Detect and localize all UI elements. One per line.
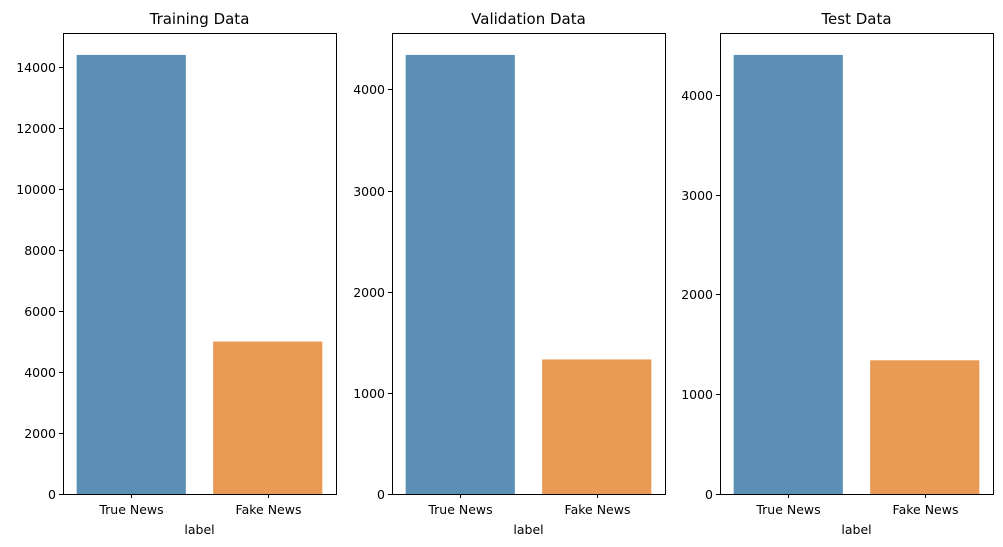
x-axis-label: label: [184, 522, 214, 537]
chart-panel-2: 0 1000 2000 3000 4000 True News Fake News label…: [353, 10, 666, 537]
x-tick-label: Fake News: [893, 502, 959, 517]
y-tick-label: 4000: [353, 82, 385, 97]
x-axis-label: label: [841, 522, 871, 537]
x-tick-label: True News: [755, 502, 820, 517]
chart-panel-3: 0 1000 2000 3000 4000 True News Fake News label…: [681, 10, 994, 537]
y-tick-label: 0: [48, 487, 56, 502]
axes-frame: [63, 33, 337, 495]
bar-true-news: [733, 54, 843, 494]
y-tick-label: 3000: [353, 184, 385, 199]
y-tick-label: 0: [377, 487, 385, 502]
y-tick-label: 10000: [16, 182, 56, 197]
bar-fake-news: [870, 360, 980, 494]
y-tick-label: 4000: [681, 88, 713, 103]
y-tick-label: 8000: [24, 243, 56, 258]
x-tick-label: True News: [427, 502, 492, 517]
chart-panel-1: 0 2000 4000 6000 8000 10000 12000 14000 True New…: [16, 10, 337, 537]
x-axis-label: label: [513, 522, 543, 537]
chart-title: Test Data: [820, 10, 891, 28]
bar-true-news: [76, 54, 186, 494]
chart-title: Training Data: [149, 10, 250, 28]
bar-fake-news: [542, 359, 652, 494]
y-tick-label: 2000: [681, 287, 713, 302]
y-tick-label: 6000: [24, 304, 56, 319]
axes-frame: [392, 33, 666, 495]
y-tick-label: 0: [705, 487, 713, 502]
y-tick-label: 12000: [16, 121, 56, 136]
chart-title: Validation Data: [471, 10, 586, 28]
y-tick-label: 1000: [353, 386, 385, 401]
y-tick-label: 1000: [681, 387, 713, 402]
x-tick-label: Fake News: [565, 502, 631, 517]
y-tick-label: 4000: [24, 365, 56, 380]
y-tick-label: 2000: [353, 285, 385, 300]
axes-frame: [720, 33, 994, 495]
y-tick-label: 3000: [681, 188, 713, 203]
y-tick-label: 2000: [24, 426, 56, 441]
bar-fake-news: [213, 341, 323, 494]
x-tick-label: Fake News: [236, 502, 302, 517]
y-tick-label: 14000: [16, 60, 56, 75]
x-tick-label: True News: [98, 502, 163, 517]
bar-true-news: [405, 54, 515, 494]
